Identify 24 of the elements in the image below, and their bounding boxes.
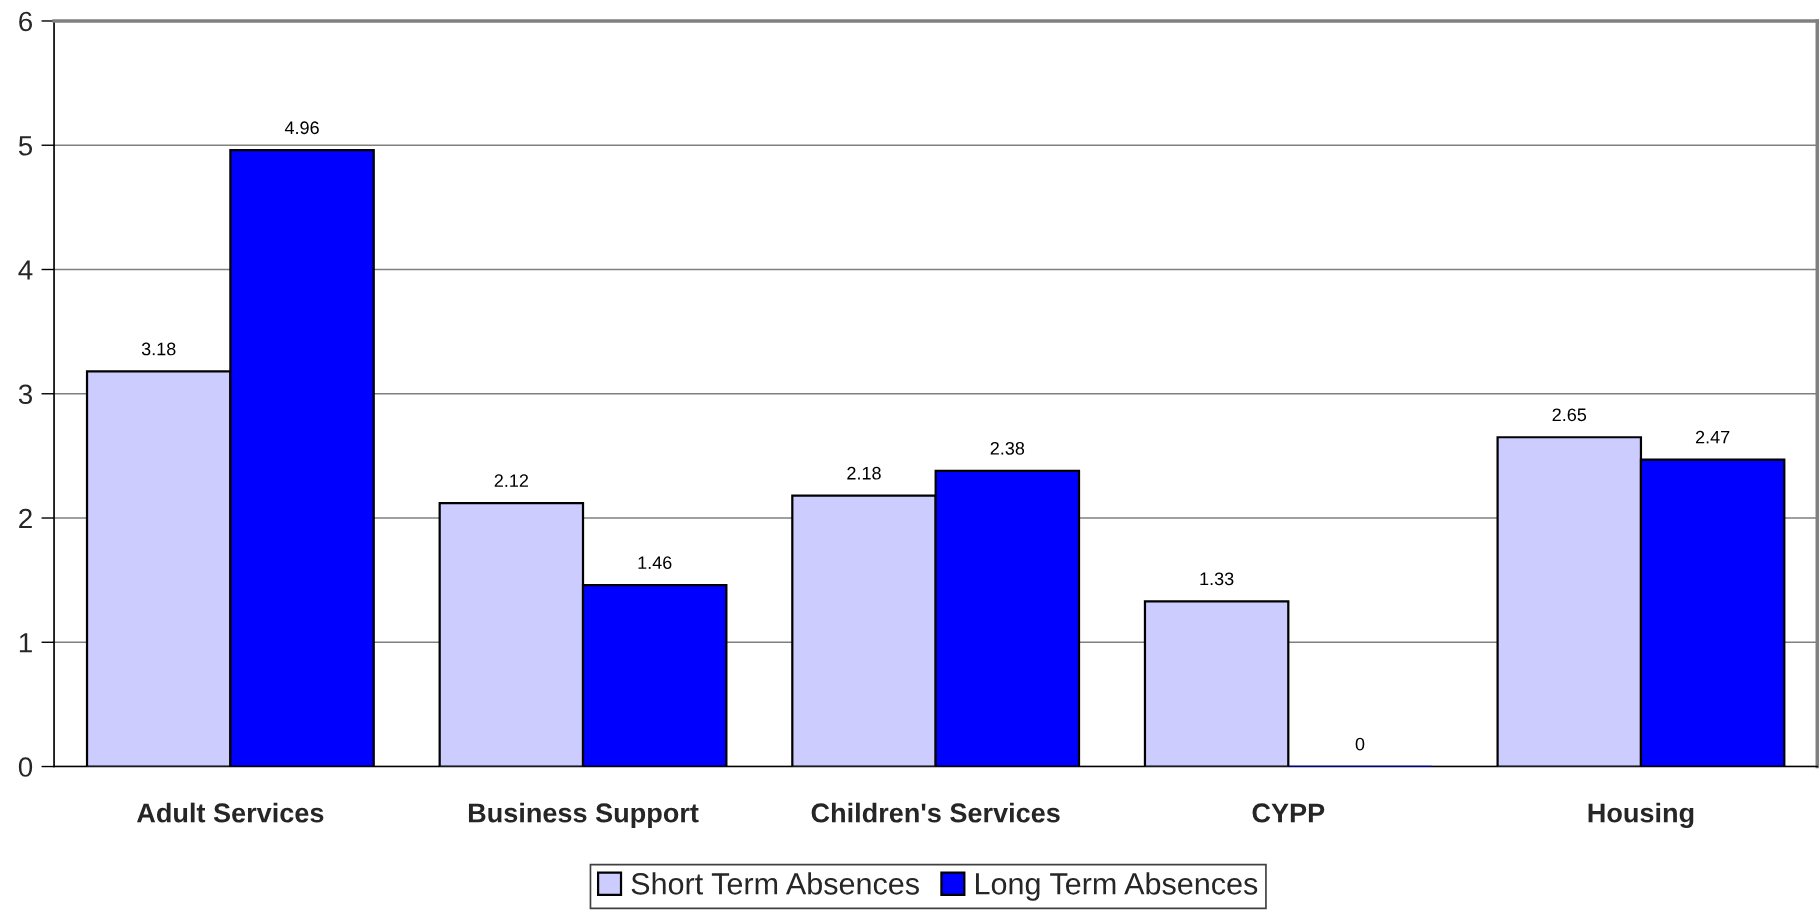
x-tick-label: CYPP [1252,803,1325,823]
data-label: 2.47 [1695,430,1730,444]
y-tick-label: 2 [19,508,32,529]
x-tick-label: Housing [1588,802,1694,829]
legend-label: Long Term Absences [976,872,1258,901]
y-tick-label: 6 [19,11,32,32]
y-tick-label: 1 [19,633,32,653]
data-label: 1.33 [1200,572,1234,586]
y-tick-label: 3 [18,384,32,405]
y-tick-label: 5 [18,136,33,156]
x-tick-label: Children's Services [811,802,1060,823]
data-label: 0 [1355,737,1365,751]
data-label: 2.38 [990,441,1025,455]
data-label: 4.96 [284,121,319,135]
data-label: 1.46 [638,556,672,570]
data-label: 2.12 [494,474,529,487]
data-label: 2.18 [847,466,881,480]
x-tick-label: Adult Services [136,802,324,823]
y-tick-label: 4 [18,260,33,280]
x-tick-label: Business Support [468,802,699,828]
data-label: 2.65 [1552,408,1587,422]
y-tick-label: 0 [18,757,33,777]
legend-label: Short Term Absences [631,872,919,895]
data-label: 3.18 [141,342,176,356]
